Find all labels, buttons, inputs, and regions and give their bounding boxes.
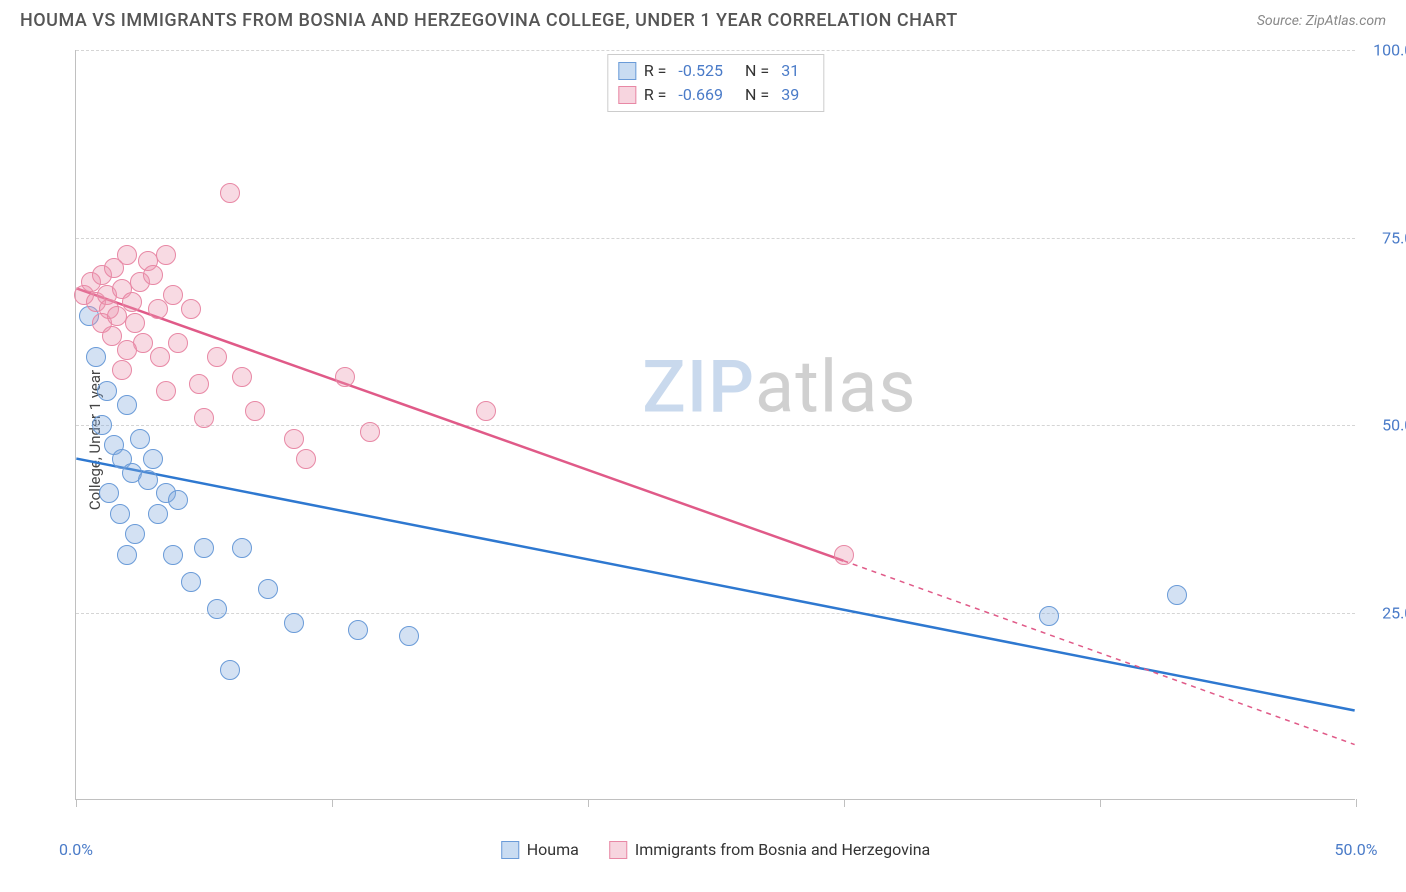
x-tick-label: 50.0% <box>1335 840 1378 859</box>
legend-item: Immigrants from Bosnia and Herzegovina <box>609 840 930 859</box>
legend-series: Houma Immigrants from Bosnia and Herzegov… <box>501 840 931 859</box>
data-point <box>143 265 163 285</box>
x-tick <box>76 799 77 807</box>
legend-correlation: R = -0.525 N = 31 R = -0.669 N = 39 <box>607 54 824 112</box>
legend-r-label: R = <box>644 83 667 107</box>
legend-item: Houma <box>501 840 579 859</box>
data-point <box>476 401 496 421</box>
legend-r-label: R = <box>644 59 667 83</box>
gridline <box>76 425 1355 426</box>
x-tick <box>1356 799 1357 807</box>
data-point <box>258 579 278 599</box>
chart-container: College, Under 1 year ZIPatlas R =-0.525… <box>55 50 1385 830</box>
gridline <box>76 613 1355 614</box>
data-point <box>168 490 188 510</box>
x-tick <box>332 799 333 807</box>
source-label: Source: ZipAtlas.com <box>1257 13 1386 29</box>
legend-r-value: -0.525 <box>678 59 723 83</box>
data-point <box>97 381 117 401</box>
data-point <box>163 285 183 305</box>
plot-area: ZIPatlas R = -0.525 N = 31 R = -0.669 N = 39… <box>75 50 1355 800</box>
data-point <box>117 340 137 360</box>
legend-n-label: N = <box>745 59 769 83</box>
data-point <box>112 360 132 380</box>
data-point <box>156 245 176 265</box>
legend-n-label: N = <box>745 83 769 107</box>
data-point <box>122 292 142 312</box>
data-point <box>181 299 201 319</box>
data-point <box>143 449 163 469</box>
x-tick-label: 0.0% <box>59 840 93 859</box>
data-point <box>181 572 201 592</box>
x-tick <box>844 799 845 807</box>
data-point <box>207 599 227 619</box>
data-point <box>92 415 112 435</box>
y-tick-label: 50.0% <box>1382 416 1406 435</box>
data-point <box>86 347 106 367</box>
data-point <box>130 429 150 449</box>
watermark: ZIPatlas <box>642 345 916 430</box>
legend-label: Immigrants from Bosnia and Herzegovina <box>635 840 930 859</box>
data-point <box>168 333 188 353</box>
data-point <box>399 626 419 646</box>
data-point <box>220 660 240 680</box>
data-point <box>117 545 137 565</box>
data-point <box>348 620 368 640</box>
data-point <box>163 545 183 565</box>
chart-title: HOUMA VS IMMIGRANTS FROM BOSNIA AND HERZ… <box>20 10 958 31</box>
data-point <box>335 367 355 387</box>
legend-swatch-icon <box>501 841 519 859</box>
legend-label: Houma <box>527 840 579 859</box>
y-tick-label: 75.0% <box>1382 228 1406 247</box>
data-point <box>284 429 304 449</box>
legend-n-value: 39 <box>781 83 799 107</box>
gridline <box>76 50 1355 51</box>
data-point <box>138 470 158 490</box>
gridline <box>76 238 1355 239</box>
data-point <box>194 538 214 558</box>
legend-n-value: 31 <box>781 59 799 83</box>
data-point <box>284 613 304 633</box>
y-tick-label: 100.0% <box>1373 41 1406 60</box>
y-tick-label: 25.0% <box>1382 603 1406 622</box>
data-point <box>189 374 209 394</box>
x-tick <box>588 799 589 807</box>
data-point <box>117 395 137 415</box>
data-point <box>220 183 240 203</box>
data-point <box>150 347 170 367</box>
data-point <box>232 538 252 558</box>
legend-row: R = -0.525 N = 31 <box>618 59 813 83</box>
data-point <box>245 401 265 421</box>
data-point <box>117 245 137 265</box>
legend-swatch-icon <box>609 841 627 859</box>
legend-swatch-icon <box>618 62 636 80</box>
data-point <box>1167 585 1187 605</box>
data-point <box>110 504 130 524</box>
data-point <box>99 483 119 503</box>
data-point <box>207 347 227 367</box>
data-point <box>296 449 316 469</box>
data-point <box>834 545 854 565</box>
x-tick <box>1100 799 1101 807</box>
data-point <box>194 408 214 428</box>
data-point <box>156 381 176 401</box>
data-point <box>1039 606 1059 626</box>
data-point <box>232 367 252 387</box>
legend-swatch-icon <box>618 86 636 104</box>
legend-r-value: -0.669 <box>678 83 723 107</box>
data-point <box>125 313 145 333</box>
data-point <box>125 524 145 544</box>
legend-row: R = -0.669 N = 39 <box>618 83 813 107</box>
data-point <box>360 422 380 442</box>
data-point <box>148 504 168 524</box>
